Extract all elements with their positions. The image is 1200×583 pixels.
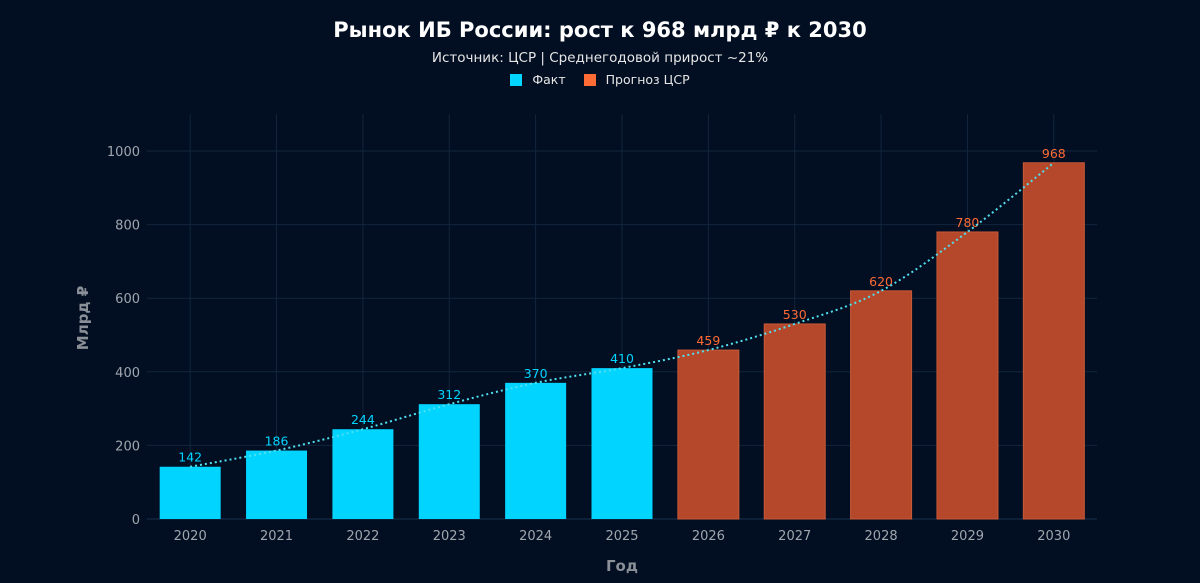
y-tick-label: 0 (132, 513, 140, 528)
x-tick-label: 2029 (951, 529, 984, 544)
legend-item-fact[interactable]: Факт (510, 72, 566, 87)
y-tick-label: 400 (115, 366, 140, 381)
bar-2021 (246, 450, 308, 519)
legend-item-forecast[interactable]: Прогноз ЦСР (583, 72, 690, 87)
y-tick-label: 200 (115, 439, 140, 454)
bar-2023 (418, 404, 480, 519)
y-tick-label: 1000 (107, 145, 140, 160)
bar-2027 (763, 323, 826, 520)
x-axis-label: Год (606, 557, 638, 575)
legend-label-forecast: Прогноз ЦСР (605, 72, 690, 87)
data-label-2025: 410 (610, 351, 634, 366)
bar-2020 (159, 466, 221, 519)
x-tick-label: 2027 (778, 529, 811, 544)
y-axis-label: Млрд ₽ (74, 286, 92, 350)
bar-2025 (591, 368, 653, 519)
legend-label-fact: Факт (532, 72, 566, 87)
data-label-2029: 780 (956, 215, 980, 230)
bar-2024 (505, 382, 567, 519)
x-tick-label: 2028 (865, 529, 898, 544)
data-label-2020: 142 (178, 450, 202, 465)
y-tick-label: 800 (115, 219, 140, 234)
x-tick-label: 2020 (174, 529, 207, 544)
bar-2029 (936, 231, 999, 520)
x-tick-label: 2026 (692, 529, 725, 544)
data-label-2023: 312 (437, 387, 461, 402)
chart-title: Рынок ИБ России: рост к 968 млрд ₽ к 203… (333, 18, 867, 42)
x-tick-label: 2024 (519, 529, 552, 544)
y-tick-label: 600 (115, 292, 140, 307)
bar-2026 (677, 349, 740, 520)
data-label-2028: 620 (869, 274, 893, 289)
legend-swatch-fact (510, 73, 523, 86)
x-tick-label: 2023 (433, 529, 466, 544)
x-tick-label: 2030 (1037, 529, 1070, 544)
x-tick-label: 2021 (260, 529, 293, 544)
data-label-2024: 370 (524, 366, 548, 381)
legend-swatch-forecast (583, 73, 596, 86)
x-tick-label: 2022 (346, 529, 379, 544)
bar-2030 (1022, 162, 1085, 520)
data-label-2021: 186 (265, 434, 289, 449)
x-tick-label: 2025 (605, 529, 638, 544)
data-label-2030: 968 (1042, 146, 1066, 161)
legend: Факт Прогноз ЦСР (0, 72, 1200, 87)
bar-2028 (850, 290, 913, 520)
chart-subtitle: Источник: ЦСР | Среднегодовой прирост ~2… (431, 50, 769, 66)
data-label-2026: 459 (696, 333, 720, 348)
data-label-2027: 530 (783, 307, 807, 322)
bar-2022 (332, 429, 394, 519)
data-label-2022: 244 (351, 412, 375, 427)
